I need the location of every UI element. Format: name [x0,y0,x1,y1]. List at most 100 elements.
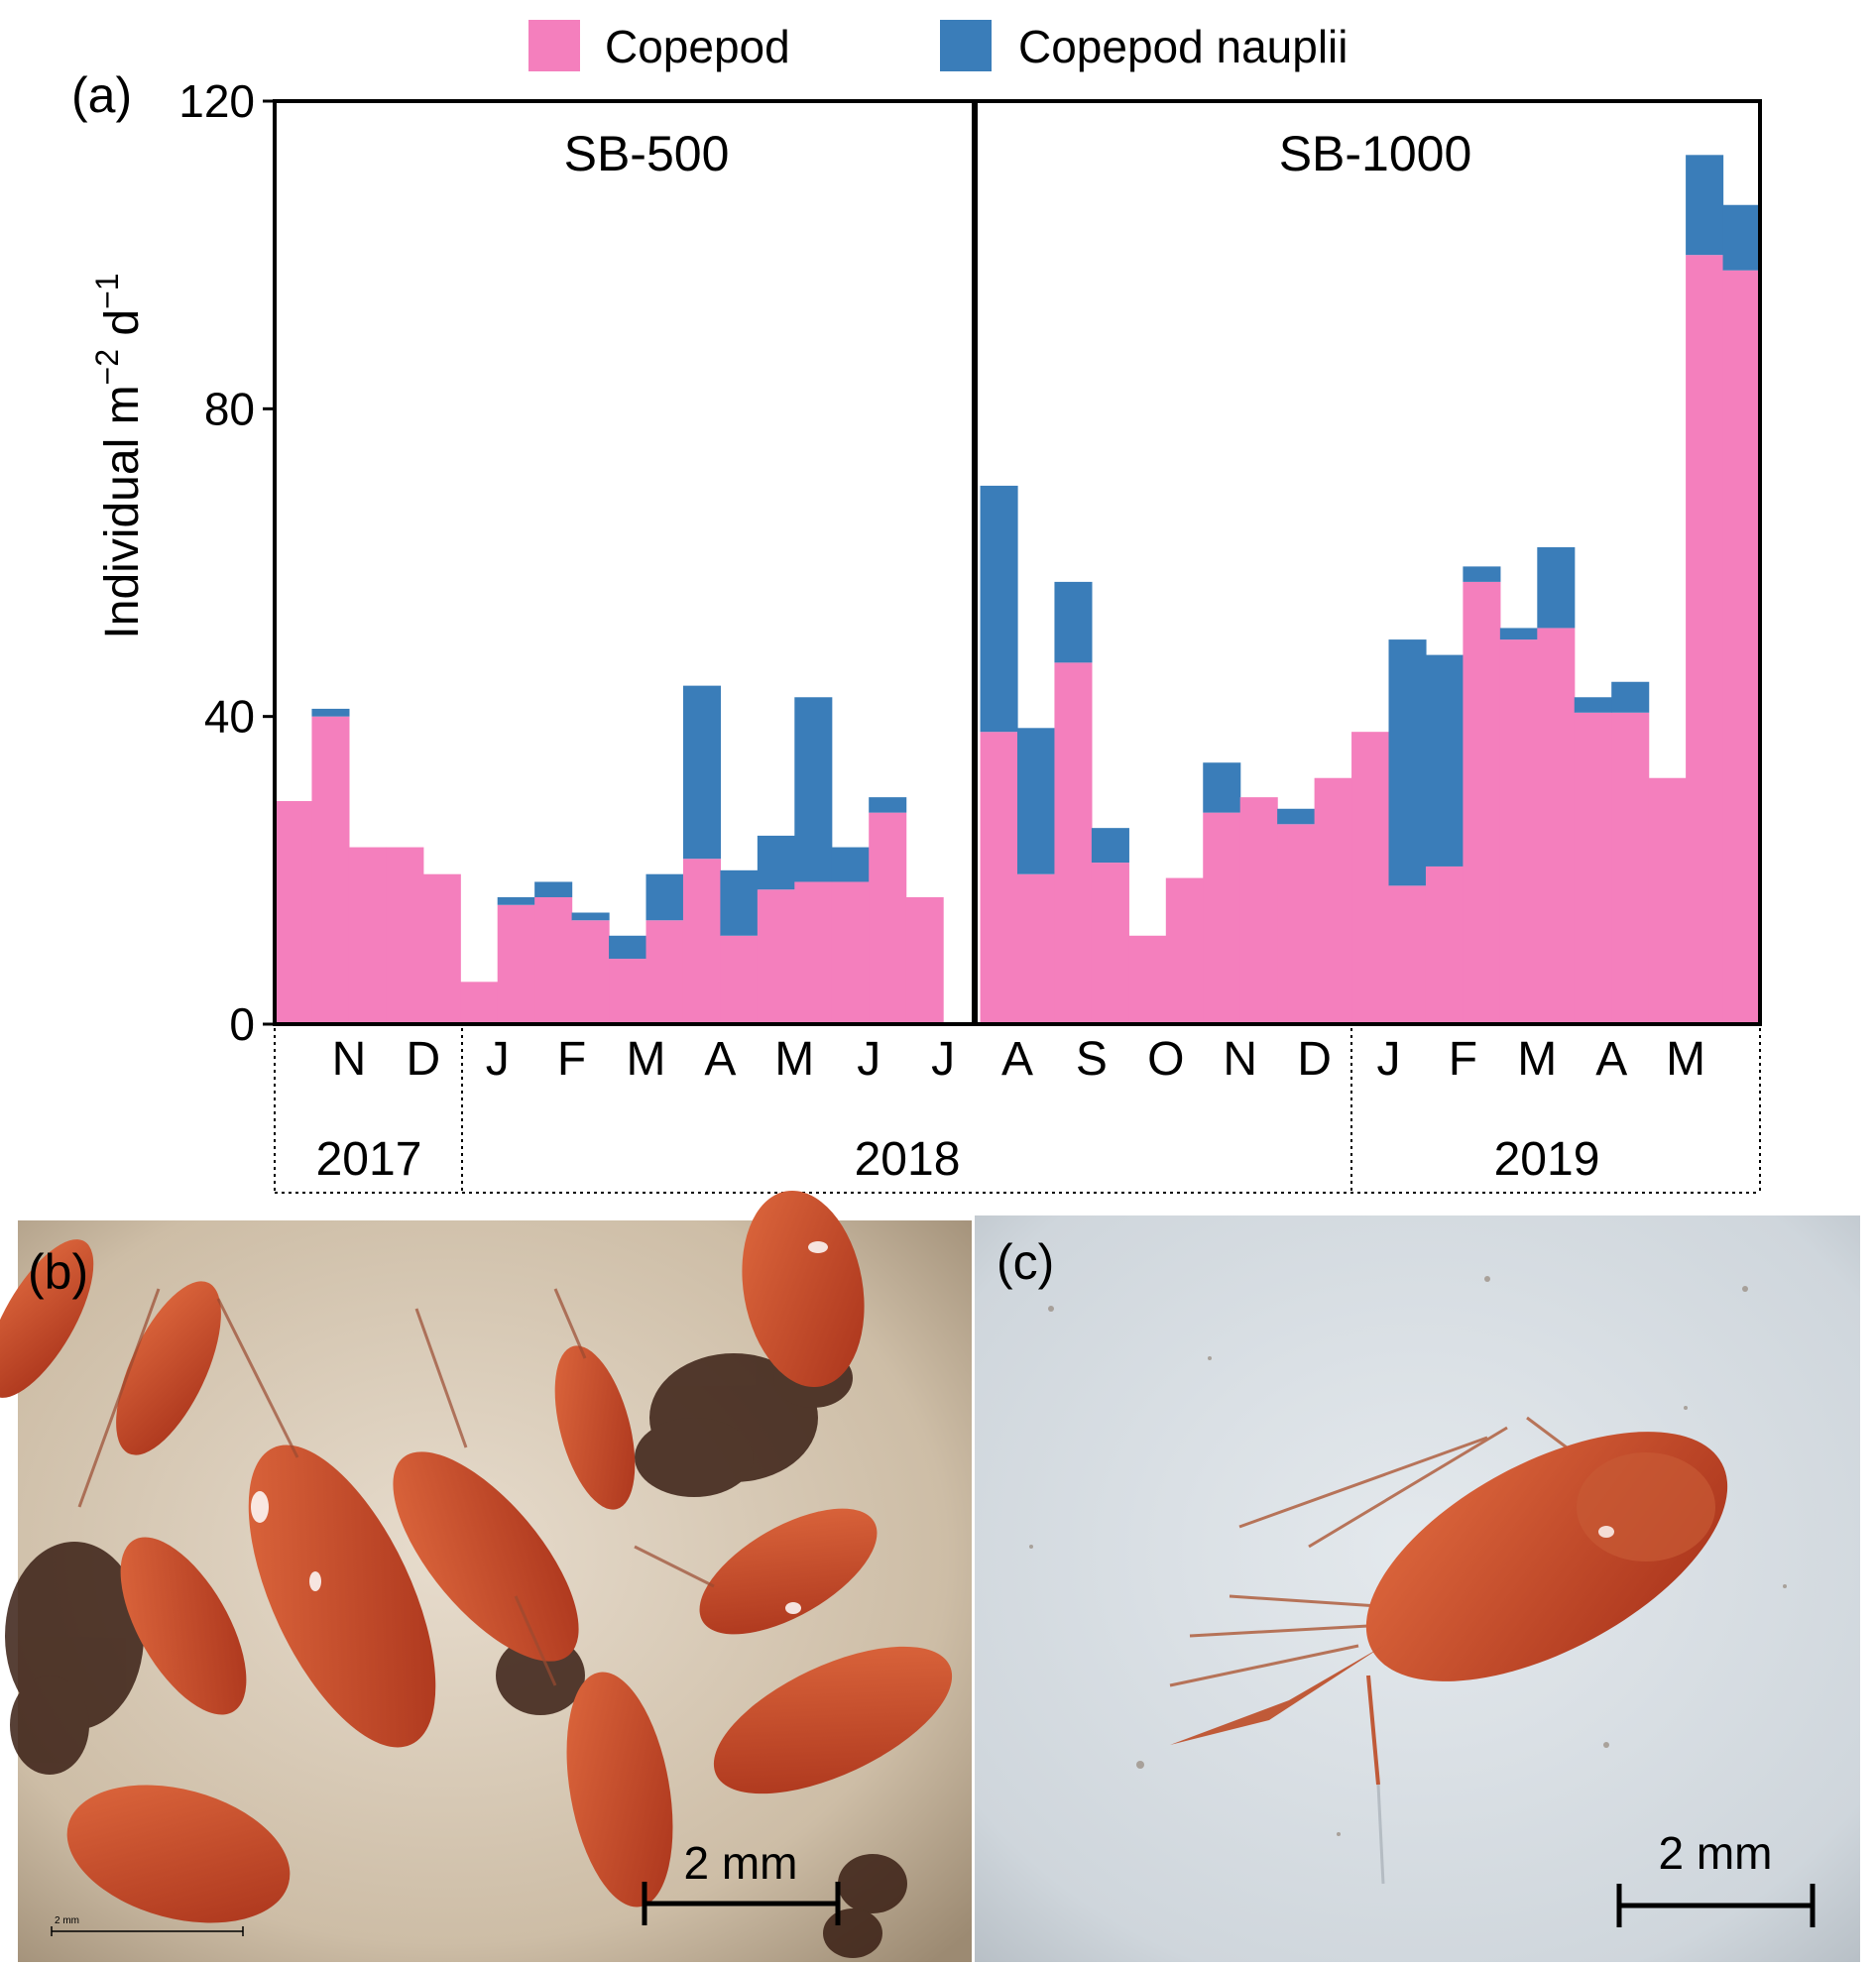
bar-nauplii-30 [1388,639,1427,886]
bar-copepod-34 [1537,628,1576,1024]
section-label-sb500: SB-500 [564,126,730,181]
photo-c-scale-label: 2 mm [1659,1827,1773,1879]
legend-swatch-copepod-nauplii [940,20,992,71]
bar-copepod-30 [1388,885,1427,1024]
y-axis-label: Individual m−2 d−1 [89,273,149,638]
bar-copepod-17 [905,896,944,1024]
month-label-10: S [1076,1033,1108,1086]
legend-swatch-copepod [528,20,580,71]
photo-b-highlights [251,1241,828,1614]
month-label-0: N [332,1033,367,1086]
bar-copepod-12 [720,935,759,1024]
legend: Copepod Copepod nauplii [528,20,1348,72]
month-label-4: M [627,1033,666,1086]
bar-copepod-4 [422,873,461,1024]
bar-nauplii-33 [1499,628,1538,640]
bar-nauplii-11 [682,685,721,860]
bar-copepod-20 [1017,873,1056,1024]
bar-copepod-15 [831,881,870,1024]
bar-copepod-35 [1574,712,1612,1024]
year-label-2017: 2017 [316,1133,422,1186]
month-label-3: F [557,1033,586,1086]
bar-nauplii-7 [534,881,573,897]
month-label-1: D [406,1033,440,1086]
bar-copepod-7 [534,896,573,1024]
month-label-2: J [486,1033,510,1086]
year-boxes [274,1028,1761,1194]
bar-nauplii-13 [757,835,795,890]
bar-nauplii-1 [311,708,350,717]
bar-copepod-26 [1239,797,1278,1024]
legend-label-copepod: Copepod [605,21,790,72]
month-label-15: F [1449,1033,1477,1086]
bar-copepod-16 [869,812,907,1024]
bar-copepod-21 [1054,662,1093,1024]
bar-nauplii-22 [1091,828,1129,864]
panel-label-b: (b) [28,1244,88,1300]
y-tick-label-0: 0 [229,998,255,1050]
month-label-8: J [931,1033,955,1086]
month-label-14: J [1377,1033,1401,1086]
bar-copepod-11 [682,859,721,1024]
bar-nauplii-31 [1425,654,1464,867]
bar-copepod-33 [1499,639,1538,1024]
bar-nauplii-6 [497,896,535,905]
bar-nauplii-39 [1722,204,1761,271]
bar-copepod-2 [348,847,387,1024]
bar-nauplii-34 [1537,546,1576,629]
photo-b-micro-scale [51,1926,244,1936]
bar-copepod-10 [645,920,684,1024]
bar-copepod-22 [1091,863,1129,1024]
month-label-5: A [704,1033,736,1086]
photo-b-scale-label: 2 mm [684,1837,798,1889]
photo-panel-c: (c) 2 mm [975,1215,1860,1962]
month-label-12: N [1223,1033,1257,1086]
bar-copepod-39 [1722,270,1761,1024]
y-tick-label-80: 80 [204,383,255,434]
bar-copepod-13 [757,889,795,1024]
copepod-flux-chart: (a) Copepod Copepod nauplii Individual m… [71,20,1762,1194]
bar-copepod-32 [1463,581,1501,1024]
bar-copepod-5 [460,982,499,1024]
bar-copepod-9 [609,959,647,1024]
bar-nauplii-35 [1574,697,1612,713]
bar-copepod-8 [571,920,610,1024]
plot-frame [273,99,1762,1026]
month-label-13: D [1297,1033,1332,1086]
bars-layer [275,155,1761,1024]
photo-c-scale-bar [1616,1884,1816,1927]
y-ticks: 0 40 80 120 [178,75,275,1050]
panel-label-a: (a) [71,67,132,123]
bar-nauplii-19 [980,485,1018,733]
month-label-18: M [1666,1033,1705,1086]
bar-copepod-19 [980,732,1018,1024]
photo-b-antennae [77,1288,715,1686]
bar-nauplii-14 [794,697,833,882]
bar-nauplii-27 [1277,808,1316,825]
bar-nauplii-32 [1463,566,1501,582]
bar-copepod-23 [1128,935,1167,1024]
bar-nauplii-16 [869,797,907,813]
bar-copepod-1 [311,716,350,1024]
bar-copepod-31 [1425,866,1464,1024]
bar-copepod-0 [275,801,313,1024]
bar-copepod-37 [1648,777,1687,1024]
bar-copepod-25 [1203,812,1241,1024]
bar-nauplii-12 [720,869,759,936]
bar-nauplii-25 [1203,762,1241,813]
photo-c-particles [1029,1276,1787,1836]
bar-nauplii-8 [571,912,610,921]
month-label-6: M [774,1033,814,1086]
month-label-9: A [1001,1033,1033,1086]
y-tick-label-40: 40 [204,691,255,743]
bar-nauplii-20 [1017,728,1056,874]
bar-copepod-24 [1165,877,1204,1024]
bar-nauplii-38 [1686,155,1724,256]
bar-nauplii-9 [609,935,647,960]
section-label-sb1000: SB-1000 [1279,126,1472,181]
bar-copepod-38 [1686,255,1724,1024]
year-label-2019: 2019 [1494,1133,1600,1186]
bar-copepod-36 [1611,712,1650,1024]
bar-nauplii-10 [645,873,684,921]
